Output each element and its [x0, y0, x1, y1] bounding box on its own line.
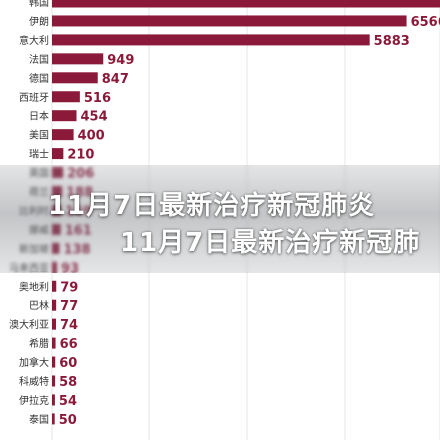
value-label: 516	[84, 91, 111, 106]
value-label: 79	[60, 280, 78, 295]
value-label: 54	[59, 394, 77, 409]
category-label: 韩国	[29, 0, 49, 9]
bar	[52, 34, 370, 46]
bar	[52, 148, 64, 160]
bar	[52, 413, 55, 425]
category-label: 法国	[29, 53, 49, 66]
bar	[52, 280, 57, 292]
category-label: 加拿大	[19, 356, 49, 369]
title-overlay-banner: 11月7日最新治疗新冠肺炎 11月7日最新治疗新冠肺	[0, 165, 440, 273]
value-label: 210	[67, 148, 94, 163]
bar	[52, 110, 77, 122]
value-label: 949	[107, 53, 134, 68]
bar	[52, 356, 56, 368]
bar	[52, 337, 56, 349]
bar	[52, 299, 57, 311]
overlay-title-line-1: 11月7日最新治疗新冠肺炎	[48, 191, 376, 221]
bar	[52, 91, 80, 103]
category-label: 伊朗	[29, 16, 49, 28]
category-label: 瑞士	[29, 148, 49, 161]
value-label: 58	[59, 375, 77, 390]
category-label: 科威特	[19, 375, 49, 388]
value-label: 5883	[374, 34, 410, 49]
category-label: 伊拉克	[19, 394, 49, 407]
category-label: 希腊	[29, 337, 49, 350]
value-label: 74	[60, 318, 78, 333]
bar	[52, 0, 440, 8]
overlay-title-line-2: 11月7日最新治疗新冠肺	[120, 228, 421, 258]
value-label: 847	[102, 72, 129, 87]
category-label: 美国	[29, 129, 49, 142]
category-label: 奥地利	[19, 280, 49, 293]
category-label: 意大利	[19, 34, 49, 47]
category-label: 西班牙	[19, 92, 49, 104]
value-label: 454	[81, 110, 108, 125]
value-label: 50	[59, 413, 77, 428]
bar	[52, 318, 56, 330]
bar	[52, 15, 407, 27]
category-label: 德国	[29, 72, 49, 85]
value-label: 60	[59, 356, 77, 371]
category-label: 巴林	[29, 299, 49, 312]
bar	[52, 375, 56, 387]
category-label: 泰国	[29, 413, 49, 426]
value-label: 66	[60, 337, 78, 352]
value-label: 6566	[411, 15, 440, 30]
bar	[52, 129, 74, 141]
bar	[52, 72, 98, 84]
bar	[52, 53, 104, 65]
value-label: 400	[78, 129, 105, 144]
category-label: 澳大利亚	[9, 318, 49, 331]
bar	[52, 394, 55, 406]
category-label: 日本	[29, 110, 49, 123]
value-label: 77	[60, 299, 78, 314]
